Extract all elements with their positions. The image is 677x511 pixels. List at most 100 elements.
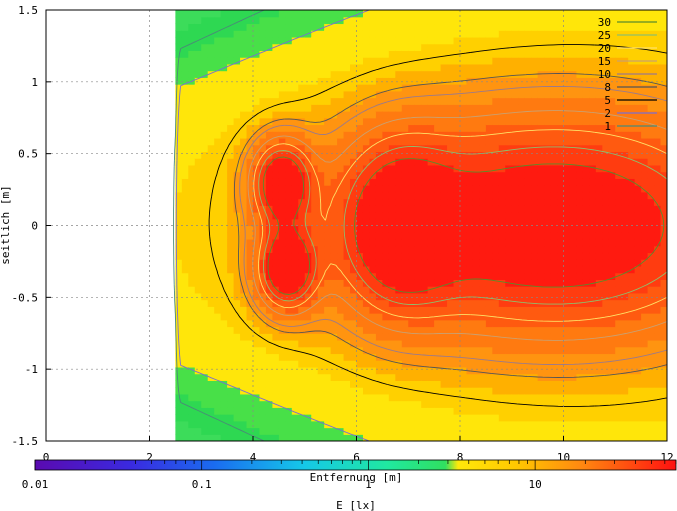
field-cell (440, 97, 448, 105)
field-cell (472, 43, 481, 51)
field-cell (201, 299, 209, 307)
field-cell (557, 387, 565, 395)
field-cell (220, 400, 228, 408)
field-cell (395, 366, 403, 375)
field-cell (240, 225, 248, 233)
field-cell (654, 373, 662, 381)
field-cell (628, 16, 636, 25)
field-cell (647, 414, 655, 422)
field-cell (298, 393, 306, 402)
field-cell (369, 252, 377, 260)
field-cell (647, 124, 655, 132)
field-cell (421, 225, 429, 233)
field-cell (654, 427, 662, 435)
field-cell (388, 292, 396, 301)
field-cell (582, 218, 590, 227)
x-tick-label: 4 (250, 451, 257, 464)
field-cell (492, 380, 500, 388)
field-cell (524, 97, 532, 105)
field-cell (188, 171, 196, 179)
field-cell (434, 151, 442, 159)
field-cell (524, 104, 532, 112)
field-cell (466, 111, 474, 119)
field-cell (505, 111, 513, 119)
field-cell (253, 427, 261, 435)
field-cell (317, 111, 325, 119)
field-cell (375, 10, 383, 18)
field-cell (660, 333, 667, 341)
field-cell (557, 400, 565, 408)
field-cell (595, 171, 603, 179)
field-cell (317, 333, 325, 341)
field-cell (207, 164, 215, 173)
field-cell (350, 191, 358, 200)
field-cell (537, 252, 545, 260)
field-cell (557, 306, 565, 314)
field-cell (246, 124, 254, 132)
field-cell (466, 238, 474, 247)
field-cell (569, 252, 578, 260)
field-cell (557, 420, 565, 429)
field-cell (466, 427, 474, 435)
field-cell (227, 185, 235, 193)
field-cell (557, 427, 565, 435)
field-cell (589, 185, 597, 193)
field-cell (356, 84, 364, 92)
field-cell (589, 360, 597, 368)
field-cell (492, 252, 500, 260)
field-cell (337, 366, 345, 375)
field-cell (369, 90, 377, 99)
field-cell (395, 339, 403, 348)
field-cell (453, 90, 461, 99)
field-cell (537, 245, 545, 254)
field-cell (317, 218, 325, 227)
field-cell (654, 164, 662, 173)
field-cell (421, 427, 429, 435)
field-cell (298, 16, 306, 25)
field-cell (434, 360, 442, 368)
field-cell (621, 205, 629, 213)
field-cell (479, 158, 487, 166)
field-cell (175, 10, 183, 18)
field-cell (505, 16, 513, 25)
field-cell (602, 212, 610, 220)
field-cell (414, 50, 422, 58)
field-cell (498, 131, 506, 139)
field-cell (544, 171, 552, 179)
field-cell (569, 77, 578, 85)
field-cell (660, 191, 667, 200)
field-cell (188, 434, 196, 441)
field-cell (518, 70, 526, 78)
field-cell (440, 292, 448, 301)
field-cell (472, 434, 481, 441)
field-cell (175, 360, 183, 368)
field-cell (544, 90, 552, 99)
field-cell (421, 43, 429, 51)
field-cell (304, 43, 312, 51)
field-cell (421, 407, 429, 415)
field-cell (589, 225, 597, 233)
field-cell (440, 339, 448, 348)
field-cell (576, 313, 584, 321)
field-cell (427, 353, 435, 361)
field-cell (524, 225, 532, 233)
field-cell (544, 30, 552, 38)
field-cell (207, 292, 215, 301)
field-cell (330, 30, 338, 38)
field-cell (181, 407, 189, 415)
field-cell (498, 319, 506, 328)
field-cell (369, 265, 377, 274)
field-cell (362, 265, 371, 274)
field-cell (602, 225, 610, 233)
field-cell (654, 70, 662, 78)
field-cell (408, 90, 416, 99)
field-cell (589, 164, 597, 173)
field-cell (654, 10, 662, 18)
field-cell (472, 104, 481, 112)
field-cell (654, 30, 662, 38)
field-cell (369, 427, 377, 435)
field-cell (201, 43, 209, 51)
field-cell (440, 272, 448, 280)
field-cell (343, 218, 351, 227)
field-cell (479, 23, 487, 31)
